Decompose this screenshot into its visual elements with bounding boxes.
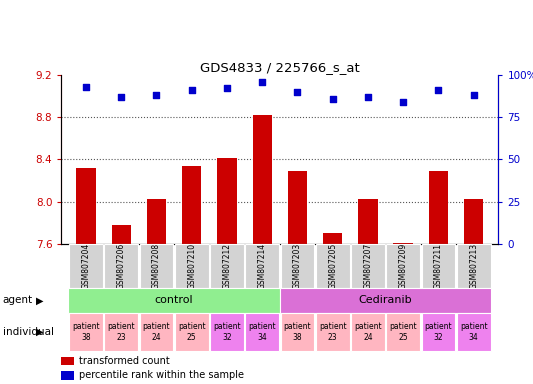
FancyBboxPatch shape [386, 313, 420, 351]
Text: ▶: ▶ [36, 327, 44, 337]
FancyBboxPatch shape [280, 288, 491, 313]
FancyBboxPatch shape [69, 313, 103, 351]
Text: GSM807210: GSM807210 [187, 243, 196, 289]
Bar [76, 168, 95, 244]
FancyBboxPatch shape [386, 244, 420, 288]
Bar [217, 158, 237, 244]
Text: agent: agent [3, 295, 33, 306]
Title: GDS4833 / 225766_s_at: GDS4833 / 225766_s_at [200, 61, 360, 74]
Point [258, 79, 266, 85]
Text: individual: individual [3, 327, 54, 337]
Bar [253, 115, 272, 244]
Point [470, 92, 478, 98]
Text: GSM807211: GSM807211 [434, 243, 443, 289]
FancyBboxPatch shape [140, 244, 173, 288]
Point [152, 92, 161, 98]
Text: patient
23: patient 23 [319, 323, 346, 342]
Text: patient
23: patient 23 [108, 323, 135, 342]
Text: patient
25: patient 25 [390, 323, 417, 342]
FancyBboxPatch shape [351, 244, 385, 288]
Bar [61, 371, 74, 380]
Point [364, 94, 372, 100]
Point [328, 96, 337, 102]
Text: patient
32: patient 32 [425, 323, 452, 342]
Point [399, 99, 407, 105]
Text: patient
38: patient 38 [284, 323, 311, 342]
Text: Cediranib: Cediranib [359, 295, 413, 306]
Bar [61, 357, 74, 366]
FancyBboxPatch shape [351, 313, 385, 351]
Text: GSM807212: GSM807212 [222, 243, 231, 289]
Bar [393, 243, 413, 244]
FancyBboxPatch shape [316, 244, 350, 288]
Text: patient
25: patient 25 [178, 323, 206, 342]
Text: ▶: ▶ [36, 295, 44, 306]
FancyBboxPatch shape [69, 244, 103, 288]
Text: GSM807203: GSM807203 [293, 243, 302, 289]
Text: patient
32: patient 32 [213, 323, 241, 342]
FancyBboxPatch shape [175, 313, 208, 351]
Text: GSM807205: GSM807205 [328, 243, 337, 289]
Point [293, 89, 302, 95]
FancyBboxPatch shape [422, 244, 455, 288]
Text: patient
24: patient 24 [143, 323, 170, 342]
Bar [182, 166, 201, 244]
FancyBboxPatch shape [422, 313, 455, 351]
Bar [147, 200, 166, 244]
FancyBboxPatch shape [104, 313, 138, 351]
Bar [288, 171, 307, 244]
FancyBboxPatch shape [316, 313, 350, 351]
Point [223, 85, 231, 91]
Text: percentile rank within the sample: percentile rank within the sample [79, 371, 244, 381]
FancyBboxPatch shape [68, 288, 280, 313]
FancyBboxPatch shape [140, 313, 173, 351]
FancyBboxPatch shape [457, 313, 490, 351]
Text: GSM807207: GSM807207 [364, 243, 373, 289]
Bar [358, 200, 378, 244]
Text: patient
38: patient 38 [72, 323, 100, 342]
FancyBboxPatch shape [104, 244, 138, 288]
Point [434, 87, 443, 93]
Text: patient
24: patient 24 [354, 323, 382, 342]
FancyBboxPatch shape [245, 313, 279, 351]
FancyBboxPatch shape [210, 313, 244, 351]
Text: control: control [155, 295, 193, 306]
Bar [429, 171, 448, 244]
Text: GSM807209: GSM807209 [399, 243, 408, 289]
Text: GSM807208: GSM807208 [152, 243, 161, 289]
Bar [464, 200, 483, 244]
Text: GSM807204: GSM807204 [82, 243, 91, 289]
Text: GSM807206: GSM807206 [117, 243, 126, 289]
Point [117, 94, 125, 100]
Point [188, 87, 196, 93]
Text: GSM807214: GSM807214 [257, 243, 266, 289]
Bar [111, 225, 131, 244]
Bar [323, 233, 342, 244]
Text: transformed count: transformed count [79, 356, 169, 366]
FancyBboxPatch shape [175, 244, 208, 288]
FancyBboxPatch shape [457, 244, 490, 288]
Text: GSM807213: GSM807213 [469, 243, 478, 289]
Text: patient
34: patient 34 [248, 323, 276, 342]
FancyBboxPatch shape [210, 244, 244, 288]
Point [82, 84, 90, 90]
Text: patient
34: patient 34 [460, 323, 488, 342]
FancyBboxPatch shape [280, 244, 314, 288]
FancyBboxPatch shape [245, 244, 279, 288]
FancyBboxPatch shape [280, 313, 314, 351]
